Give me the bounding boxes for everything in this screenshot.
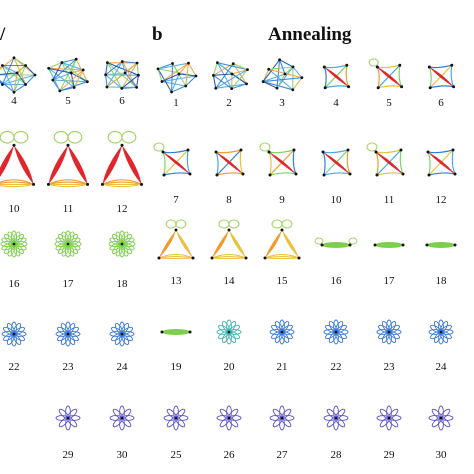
panel-a-label: 4 — [11, 95, 17, 107]
panel-a-label: 29 — [63, 449, 75, 461]
panel-a-label: 6 — [119, 95, 125, 107]
panel-a-label: 16 — [9, 278, 21, 290]
panel-b-label: 8 — [226, 194, 232, 206]
panel-b-glyph — [323, 405, 349, 431]
panel-b-label: 16 — [331, 275, 343, 287]
panel-a-label: 17 — [63, 278, 75, 290]
panel-b-glyph — [376, 319, 402, 345]
panel-b-glyph — [321, 148, 352, 177]
panel-a-label: 18 — [117, 278, 129, 290]
panel-a-glyph — [55, 405, 81, 431]
panel-b-label: 11 — [384, 194, 395, 206]
panel-b-glyph — [216, 405, 242, 431]
panel-b-glyph — [373, 242, 405, 248]
panel-b-label: 1 — [173, 97, 179, 109]
panel-b-label: 26 — [224, 449, 236, 461]
panel-a-glyph — [108, 230, 136, 258]
panel-b-label: 21 — [277, 361, 288, 373]
panel-b-glyph — [314, 237, 358, 248]
panel-a-label: 22 — [9, 361, 20, 373]
panel-b-glyph — [322, 63, 351, 90]
panel-b-label: 6 — [438, 97, 444, 109]
panel-a-edge-letter: / — [0, 24, 6, 45]
panel-b-label: 22 — [331, 361, 342, 373]
panel-b-glyph — [216, 319, 242, 345]
panel-a-label: 30 — [117, 449, 129, 461]
panel-b-label: 2 — [226, 97, 232, 109]
panel-b-glyph — [269, 405, 295, 431]
panel-a-glyph — [0, 230, 28, 258]
panel-a-glyph — [55, 321, 81, 347]
panel-a-glyph — [100, 130, 144, 188]
panel-a-glyph — [1, 321, 27, 347]
glyph-layer — [0, 56, 457, 431]
panel-a-glyph — [104, 60, 140, 90]
panel-b-title: Annealing — [268, 24, 352, 45]
panel-b-glyph — [157, 219, 195, 260]
panel-a-glyph — [0, 56, 37, 94]
panel-b-glyph — [426, 148, 457, 177]
panel-a-label: 23 — [63, 361, 75, 373]
panel-b-label: 20 — [224, 361, 236, 373]
panel-b-label: 27 — [277, 449, 289, 461]
panel-a-label: 24 — [117, 361, 129, 373]
panel-b-label: 10 — [331, 194, 343, 206]
panel-b-glyph — [425, 242, 457, 248]
panel-b-glyph — [212, 61, 249, 91]
panel-a-glyph — [47, 57, 89, 93]
panel-a-glyph — [46, 130, 90, 188]
panel-b-label: 7 — [173, 194, 179, 206]
panel-b-glyph — [261, 58, 304, 92]
panel-b-label: 24 — [436, 361, 448, 373]
panel-b-label: 13 — [171, 275, 183, 287]
panel-b-glyph — [366, 142, 405, 177]
panel-b-label: 25 — [171, 449, 183, 461]
panel-a-label: 11 — [63, 203, 74, 215]
panel-b-label: 12 — [436, 194, 447, 206]
panel-b-glyph — [269, 319, 295, 345]
panel-b-glyph — [323, 319, 349, 345]
panel-b-glyph — [156, 61, 198, 94]
panel-a-label: 12 — [117, 203, 128, 215]
panel-a-label: 5 — [65, 95, 71, 107]
panel-b-label: 3 — [279, 97, 285, 109]
panel-b-glyph — [263, 219, 301, 260]
panel-b-label: 17 — [384, 275, 396, 287]
panel-b-label: 29 — [384, 449, 396, 461]
panel-b-letter: b — [152, 24, 163, 45]
panel-a-glyph — [109, 321, 135, 347]
panel-b-label: 15 — [277, 275, 289, 287]
panel-b-glyph — [376, 405, 402, 431]
panel-b-label: 23 — [384, 361, 396, 373]
panel-b-glyph — [427, 63, 456, 90]
panel-b-glyph — [153, 142, 192, 177]
panel-b-label: 28 — [331, 449, 343, 461]
panel-b-glyph — [160, 329, 192, 335]
panel-a-glyph — [109, 405, 135, 431]
panel-a-label: 10 — [9, 203, 21, 215]
panel-b-label: 18 — [436, 275, 448, 287]
panel-b-label: 19 — [171, 361, 183, 373]
panel-b-glyph — [259, 142, 298, 177]
panel-b-glyph — [210, 219, 248, 260]
panel-b-label: 4 — [333, 97, 339, 109]
panel-b-glyph — [428, 319, 454, 345]
panel-b-glyph — [428, 405, 454, 431]
panel-b-label: 9 — [279, 194, 285, 206]
panel-b-label: 14 — [224, 275, 236, 287]
panel-a-glyph — [0, 130, 36, 188]
panel-a-glyph — [54, 230, 82, 258]
panel-b-label: 5 — [386, 97, 392, 109]
panel-b-glyph — [163, 405, 189, 431]
panel-b-label: 30 — [436, 449, 448, 461]
panel-b-glyph — [368, 58, 404, 90]
panel-b-glyph — [214, 148, 245, 177]
